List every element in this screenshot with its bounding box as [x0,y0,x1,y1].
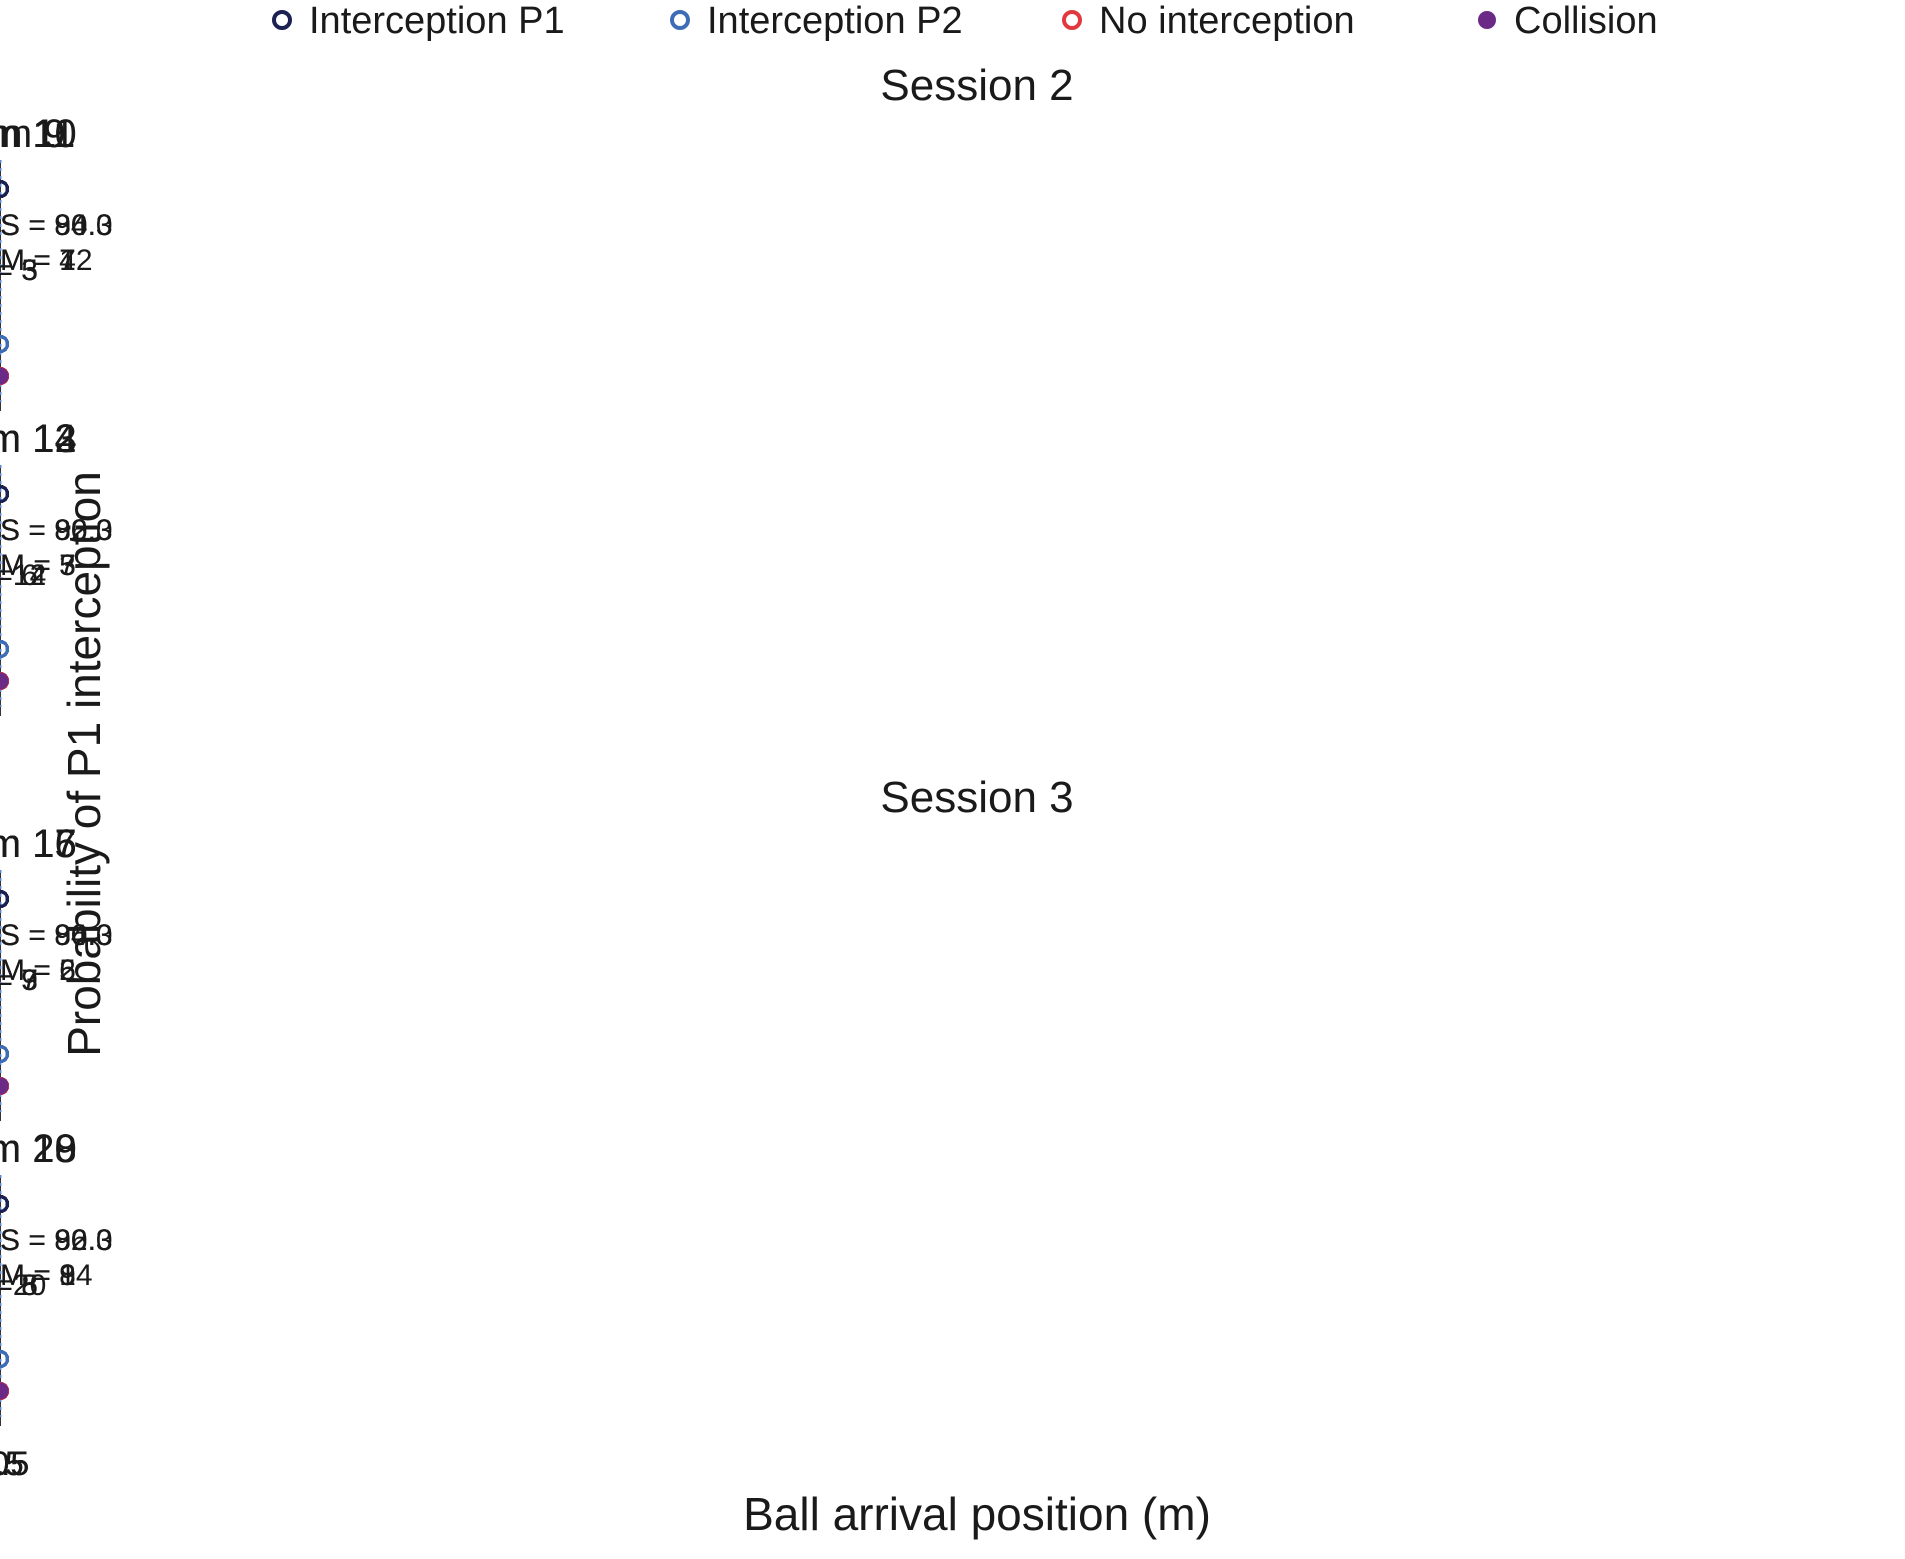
annotation-m-right: M = 3 [0,254,38,287]
annotation-m-right: M = 8 [0,1269,38,1302]
panel-title: Team 11 [0,112,75,156]
x-tick-label: 0 [0,1445,9,1483]
panel-title: Team 17 [0,822,77,866]
annotation-m-right: M = 3 [0,254,38,287]
annotation-s-left: S = 86.3 [0,1224,113,1257]
annotation-m-left: M = 12 [0,244,93,277]
panel-title: Team 15 [0,822,77,866]
legend-label-3: No interception [1099,0,1355,42]
point-interception-p1 [0,1195,9,1213]
annotation-s-left: S = 90.0 [0,1224,113,1257]
panel-team-14: Team 14S = 90.0M = 3M = 14S = 81.4 [0,417,113,716]
annotation-m-right: M = 20 [0,1269,46,1302]
x-axis-label: Ball arrival position (m) [743,1488,1211,1540]
panel-team-19: -0.500.5Team 19S = 86.3M = 14M = 20S = 8… [0,1127,113,1483]
annotation-m-left: M = 8 [0,1259,76,1292]
annotation-s-left: S = 96.3 [0,209,113,242]
legend-marker-2 [670,10,690,30]
annotation-m-right: M = 3 [0,964,38,997]
panel-title: Team 19 [0,1127,77,1171]
session-title-2: Session 2 [880,61,1073,110]
annotation-m-right: M = 14 [0,559,46,592]
annotation-m-right: M = 12 [0,559,46,592]
annotation-m-left: M = 7 [0,549,76,582]
panel-team-11: Team 11 S = 96.3M = 7M = 5 S = 90.0 [0,112,113,411]
annotation-m-left: M = 7 [0,244,76,277]
legend-marker-1 [272,10,292,30]
panels: Team 9S = 90.0M = 4M = 3S = 97.1Team 10S… [0,112,113,1483]
y-axis-label: Probability of P1 interception [58,471,110,1057]
annotation-s-left: S = 90.0 [0,919,113,952]
annotation-m-left: M = 9 [0,1259,76,1292]
annotation-m-right: M = 5 [0,1269,38,1302]
point-collision [0,1382,9,1400]
point-collision [0,672,9,690]
panel-title: Team 16 [0,822,77,866]
annotation-m-left: M = 3 [0,549,76,582]
legend-label-4: Collision [1514,0,1658,42]
panel-title: Team 10 [0,112,77,156]
session-title-3: Session 3 [880,773,1073,822]
legend-label-2: Interception P2 [707,0,963,42]
panel-title: Team 18 [0,1127,77,1171]
annotation-m-right: M = 5 [0,254,38,287]
annotation-m-right: M = 6 [0,559,38,592]
panel-team-17: Team 17S = 96.3M = 2M = 9S = 82.9 [0,822,113,1121]
point-interception-p2 [0,335,9,353]
annotation-m-left: M = 4 [0,244,76,277]
annotation-s-left: S = 92.3 [0,1224,113,1257]
x-tick-label: 0.5 [0,1445,24,1483]
point-interception-p2 [0,640,9,658]
point-interception-p1 [0,485,9,503]
panel-team-18: -0.500.5Team 18S = 92.3M = 9M = 8S = 90.… [0,1127,113,1483]
panel-title: Team 20 [0,1127,77,1171]
point-collision [0,367,9,385]
panel-title: Team 9 [0,112,66,156]
annotation-s-left: S = 90.0 [0,209,113,242]
point-interception-p2 [0,1045,9,1063]
annotation-s-left: S = 86.3 [0,514,113,547]
annotation-m-left: M = 14 [0,1259,93,1292]
x-tick-label: -0.5 [0,1445,29,1483]
annotation-m-left: M = 5 [0,954,76,987]
legend: Interception P1 Interception P2 No interce… [272,0,1658,42]
annotation-s-left: S = 84.3 [0,919,113,952]
x-tick-label: 0 [0,1445,9,1483]
annotation-s-left: S = 92.3 [0,514,113,547]
point-collision [0,1077,9,1095]
point-interception-p1 [0,180,9,198]
annotation-s-left: S = 90.0 [0,514,113,547]
panel-title: Team 12 [0,417,77,461]
annotation-m-right: M = 7 [0,964,38,997]
annotation-m-left: M = 6 [0,954,76,987]
x-tick-label: 0 [0,1445,9,1483]
panel-title: Team 14 [0,417,77,461]
panel-team-20: -0.500.5Team 20S = 90.0M = 8M = 5S = 92.… [0,1127,113,1483]
annotation-m-left: M = 5 [0,549,76,582]
point-interception-p2 [0,1350,9,1368]
point-interception-p1 [0,890,9,908]
annotation-m-right: M = 9 [0,964,38,997]
annotation-m-left: M = 2 [0,954,76,987]
annotation-s-left: S = 84.3 [0,209,113,242]
x-tick-label: -0.5 [0,1445,29,1483]
legend-marker-4 [1478,11,1496,29]
legend-marker-3 [1062,10,1082,30]
panel-title: Team 13 [0,417,77,461]
legend-label-1: Interception P1 [309,0,565,42]
x-tick-label: 0.5 [0,1445,24,1483]
x-tick-label: -0.5 [0,1445,29,1483]
x-tick-label: 0.5 [0,1445,24,1483]
annotation-s-left: S = 96.3 [0,919,113,952]
